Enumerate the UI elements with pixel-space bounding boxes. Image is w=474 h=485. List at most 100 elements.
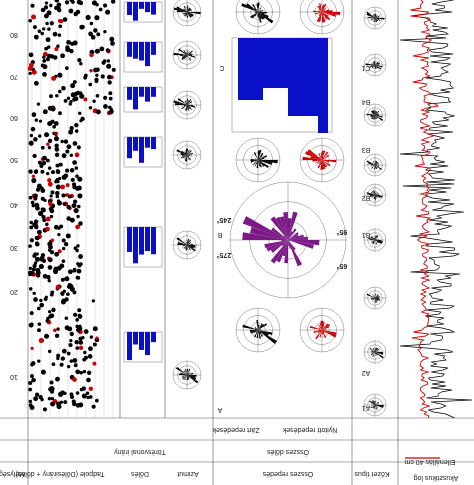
rose-petal [186,12,187,16]
rose-petal [375,115,376,117]
rose-petal [185,55,187,59]
tadpole [88,31,93,37]
rose-petal [288,240,290,241]
rose-petal [322,328,324,330]
rose-petal [253,152,258,160]
rose-petal [187,243,189,245]
tadpole [75,318,79,322]
log-tracks [27,0,473,419]
rose-petal [319,330,322,333]
tadpole [35,241,39,246]
rose-petal [173,52,187,55]
rose-petal [281,240,288,247]
rose-petal [375,111,377,115]
rose-petal [374,195,375,199]
rose-petal [183,105,187,106]
tadpole [44,1,49,5]
tadpole [69,48,74,54]
tadpole [44,333,50,339]
tadpole [70,83,76,89]
angle-label: 275° [217,251,232,259]
rose-petal [375,65,378,68]
rose-petal [177,243,187,245]
rose-petal [320,157,322,160]
rose-petal [187,375,197,377]
rose-petal [322,159,326,160]
rose-petal [322,160,327,168]
tadpole [55,163,60,168]
tadpole [54,147,60,152]
hist-bar [255,38,288,88]
rose-petal [368,16,375,18]
tadpole [55,376,60,382]
rose-petal [373,296,375,298]
rose-petal [322,12,326,23]
tadpole [78,91,83,95]
hist-bar [139,137,144,163]
tadpole [66,39,71,45]
rose-petal [288,236,309,240]
rose-petal [187,372,191,375]
rose-petal [187,155,190,160]
tadpole [96,109,101,115]
tadpole [29,311,34,316]
rose-petal [372,64,375,65]
tadpole [33,193,38,199]
rose-petal [322,9,325,12]
rose-petal [374,191,375,195]
rose-petal [288,240,291,242]
tadpole [33,297,38,302]
rose-petal [373,239,375,240]
rose-petal [318,327,322,330]
rose-petal [186,373,187,375]
rose-petal [185,148,187,155]
rose-petal [374,238,375,240]
rose-petal [258,330,261,335]
rose-petal [181,150,187,155]
rose-petal [322,12,341,16]
rose-petal [288,240,320,246]
rose-petal [371,110,375,115]
tadpole [47,178,52,183]
tadpole [40,31,44,36]
hist-bar [151,2,156,15]
rose-petal [187,55,195,58]
rose-petal [178,373,187,375]
hist-bar [127,2,132,15]
tadpole [55,94,59,98]
rose-petal [257,158,258,160]
tadpole [73,246,78,251]
rose-petal [375,403,376,405]
tadpole [28,403,33,407]
rose-petal [270,216,288,240]
tadpole [110,0,116,4]
tadpole [48,94,53,99]
rose-petal [366,192,375,195]
rose-petal [375,235,376,240]
rose-petal [183,245,187,246]
tadpole [41,161,47,166]
rose-petal [187,245,190,248]
rose-petal [322,330,325,333]
rose-petal [375,65,376,69]
rose-petal [180,155,187,159]
rose-petal [258,12,265,15]
tadpole [73,11,78,17]
rose-petal [322,12,336,17]
tadpole [65,149,70,154]
zone-label: B [217,231,222,238]
rose-petal [241,3,258,13]
rose-petal [258,330,262,334]
tadpole [37,328,41,333]
rose-petal [375,193,379,195]
rose-petal [187,55,192,61]
tadpole [69,126,74,131]
hist-bar [151,227,156,255]
tadpole [65,168,70,173]
tadpole [76,244,80,248]
tadpole [66,292,70,297]
rose-petal [284,240,288,264]
tadpole [75,369,81,375]
rose-petal [180,152,187,155]
